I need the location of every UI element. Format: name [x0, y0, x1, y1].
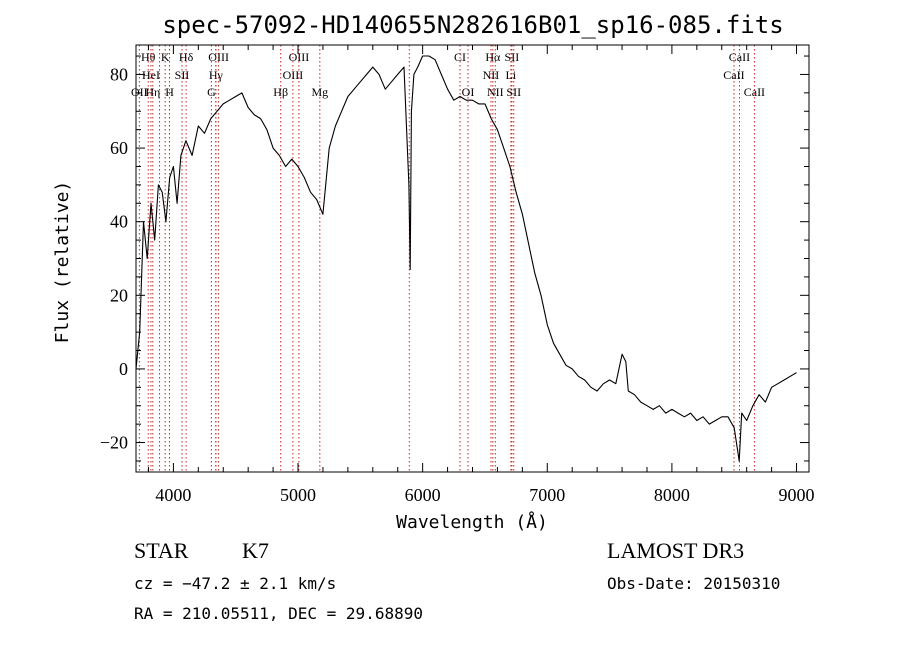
- x-axis: 4000 5000 6000 7000 8000 9000: [147, 45, 815, 505]
- y-tick-label: 20: [110, 285, 128, 305]
- x-tick-label: 5000: [280, 485, 316, 505]
- line-label: Hβ: [273, 85, 288, 99]
- x-axis-label: Wavelength (Å): [396, 511, 548, 533]
- x-tick-label: 8000: [654, 485, 690, 505]
- line-label: Hη: [145, 85, 160, 99]
- line-label: Hθ: [141, 50, 156, 64]
- line-label: Hγ: [209, 68, 224, 82]
- line-label: NII: [487, 85, 504, 99]
- redshift-text: cz = −47.2 ± 2.1 km/s: [134, 574, 336, 593]
- object-subclass: K7: [242, 538, 269, 563]
- line-label: OIII: [289, 50, 310, 64]
- line-label: OII: [131, 85, 148, 99]
- line-label: CaII: [723, 68, 744, 82]
- line-label: CaII: [729, 50, 750, 64]
- chart-title: spec-57092-HD140655N282616B01_sp16-085.f…: [162, 11, 783, 39]
- x-tick-label: 9000: [779, 485, 815, 505]
- line-label: OIII: [208, 50, 229, 64]
- line-label: CI: [454, 50, 466, 64]
- line-label: H: [165, 85, 174, 99]
- object-class: STAR: [134, 538, 189, 563]
- line-label: SII: [175, 68, 190, 82]
- line-label: NII: [483, 68, 500, 82]
- line-label: SII: [505, 50, 520, 64]
- coordinates-text: RA = 210.05511, DEC = 29.68890: [134, 604, 423, 623]
- y-axis-label: Flux (relative): [52, 181, 73, 344]
- line-label: Hα: [485, 50, 501, 64]
- line-label: Li: [506, 68, 517, 82]
- line-label: Hδ: [179, 50, 194, 64]
- line-label: OI: [462, 85, 475, 99]
- line-label: SII: [506, 85, 521, 99]
- y-tick-label: −20: [100, 433, 128, 453]
- spectrum-series: [135, 55, 797, 462]
- x-tick-label: 7000: [529, 485, 565, 505]
- line-label: OIII: [283, 68, 304, 82]
- x-tick-label: 4000: [155, 485, 191, 505]
- obs-date-text: Obs-Date: 20150310: [607, 574, 780, 593]
- spectrum-line: [135, 55, 797, 462]
- line-label: CaII: [744, 85, 765, 99]
- y-tick-label: 60: [110, 138, 128, 158]
- line-label: G: [207, 85, 216, 99]
- survey-name: LAMOST DR3: [607, 538, 744, 563]
- y-tick-label: 0: [119, 359, 128, 379]
- y-tick-label: 80: [110, 64, 128, 84]
- y-tick-label: 40: [110, 212, 128, 232]
- line-label: Mg: [311, 85, 328, 99]
- plot-frame: [135, 44, 810, 473]
- x-tick-label: 6000: [405, 485, 441, 505]
- line-label: HeI: [142, 68, 160, 82]
- y-axis: −20 0 20 40 60 80: [100, 55, 809, 462]
- line-label: K: [161, 50, 170, 64]
